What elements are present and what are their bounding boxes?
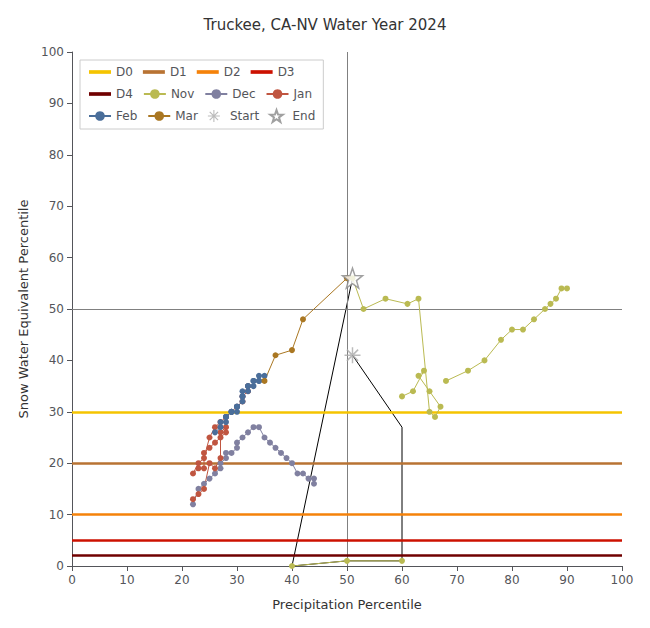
svg-text:30: 30 bbox=[229, 573, 244, 587]
svg-text:End: End bbox=[293, 109, 316, 123]
svg-text:0: 0 bbox=[56, 559, 64, 573]
svg-text:D2: D2 bbox=[224, 65, 241, 79]
svg-text:30: 30 bbox=[49, 405, 64, 419]
svg-text:0: 0 bbox=[68, 573, 76, 587]
svg-text:40: 40 bbox=[49, 353, 64, 367]
svg-text:60: 60 bbox=[394, 573, 409, 587]
svg-text:90: 90 bbox=[559, 573, 574, 587]
svg-text:Truckee, CA-NV Water Year 2024: Truckee, CA-NV Water Year 2024 bbox=[203, 16, 447, 34]
svg-text:90: 90 bbox=[49, 96, 64, 110]
svg-text:Feb: Feb bbox=[116, 109, 137, 123]
svg-text:Mar: Mar bbox=[175, 109, 198, 123]
svg-text:100: 100 bbox=[611, 573, 634, 587]
svg-text:Jan: Jan bbox=[293, 87, 313, 101]
svg-text:20: 20 bbox=[174, 573, 189, 587]
svg-text:Precipitation Percentile: Precipitation Percentile bbox=[272, 597, 422, 612]
svg-text:50: 50 bbox=[339, 573, 354, 587]
svg-text:60: 60 bbox=[49, 251, 64, 265]
svg-text:70: 70 bbox=[449, 573, 464, 587]
svg-text:D0: D0 bbox=[116, 65, 133, 79]
svg-text:80: 80 bbox=[49, 148, 64, 162]
svg-text:Snow Water Equivalent Percenti: Snow Water Equivalent Percentile bbox=[16, 200, 31, 419]
svg-text:70: 70 bbox=[49, 199, 64, 213]
svg-text:Nov: Nov bbox=[171, 87, 194, 101]
svg-text:D3: D3 bbox=[278, 65, 295, 79]
svg-text:D4: D4 bbox=[116, 87, 133, 101]
svg-text:Start: Start bbox=[230, 109, 260, 123]
svg-text:100: 100 bbox=[41, 45, 64, 59]
svg-text:10: 10 bbox=[119, 573, 134, 587]
svg-text:10: 10 bbox=[49, 508, 64, 522]
svg-text:80: 80 bbox=[504, 573, 519, 587]
svg-text:40: 40 bbox=[284, 573, 299, 587]
svg-text:50: 50 bbox=[49, 302, 64, 316]
svg-text:Dec: Dec bbox=[232, 87, 255, 101]
svg-text:D1: D1 bbox=[170, 65, 187, 79]
svg-text:20: 20 bbox=[49, 456, 64, 470]
